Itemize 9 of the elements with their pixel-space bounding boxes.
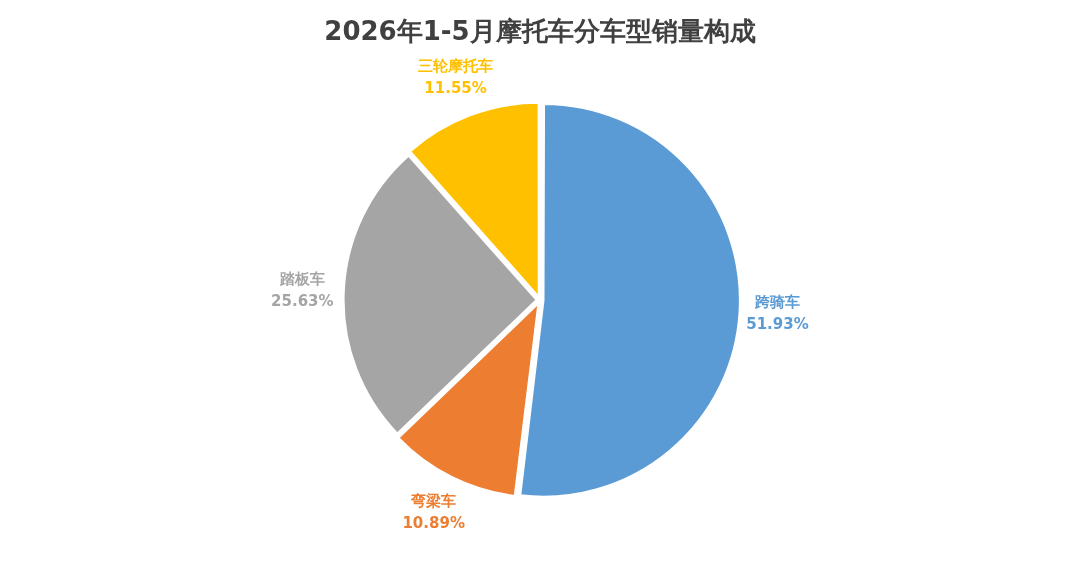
slice-label: 踏板车 [278, 269, 325, 288]
slice-label: 弯梁车 [410, 491, 457, 510]
data-label: 25.63% [271, 291, 334, 310]
data-label: 51.93% [746, 315, 809, 334]
chart-title: 2026年1-5月摩托车分车型销量构成 [324, 16, 756, 47]
data-label: 11.55% [424, 78, 487, 97]
slice-label: 三轮摩托车 [418, 56, 494, 75]
slice-label: 跨骑车 [753, 293, 800, 312]
data-label: 10.89% [402, 513, 465, 532]
